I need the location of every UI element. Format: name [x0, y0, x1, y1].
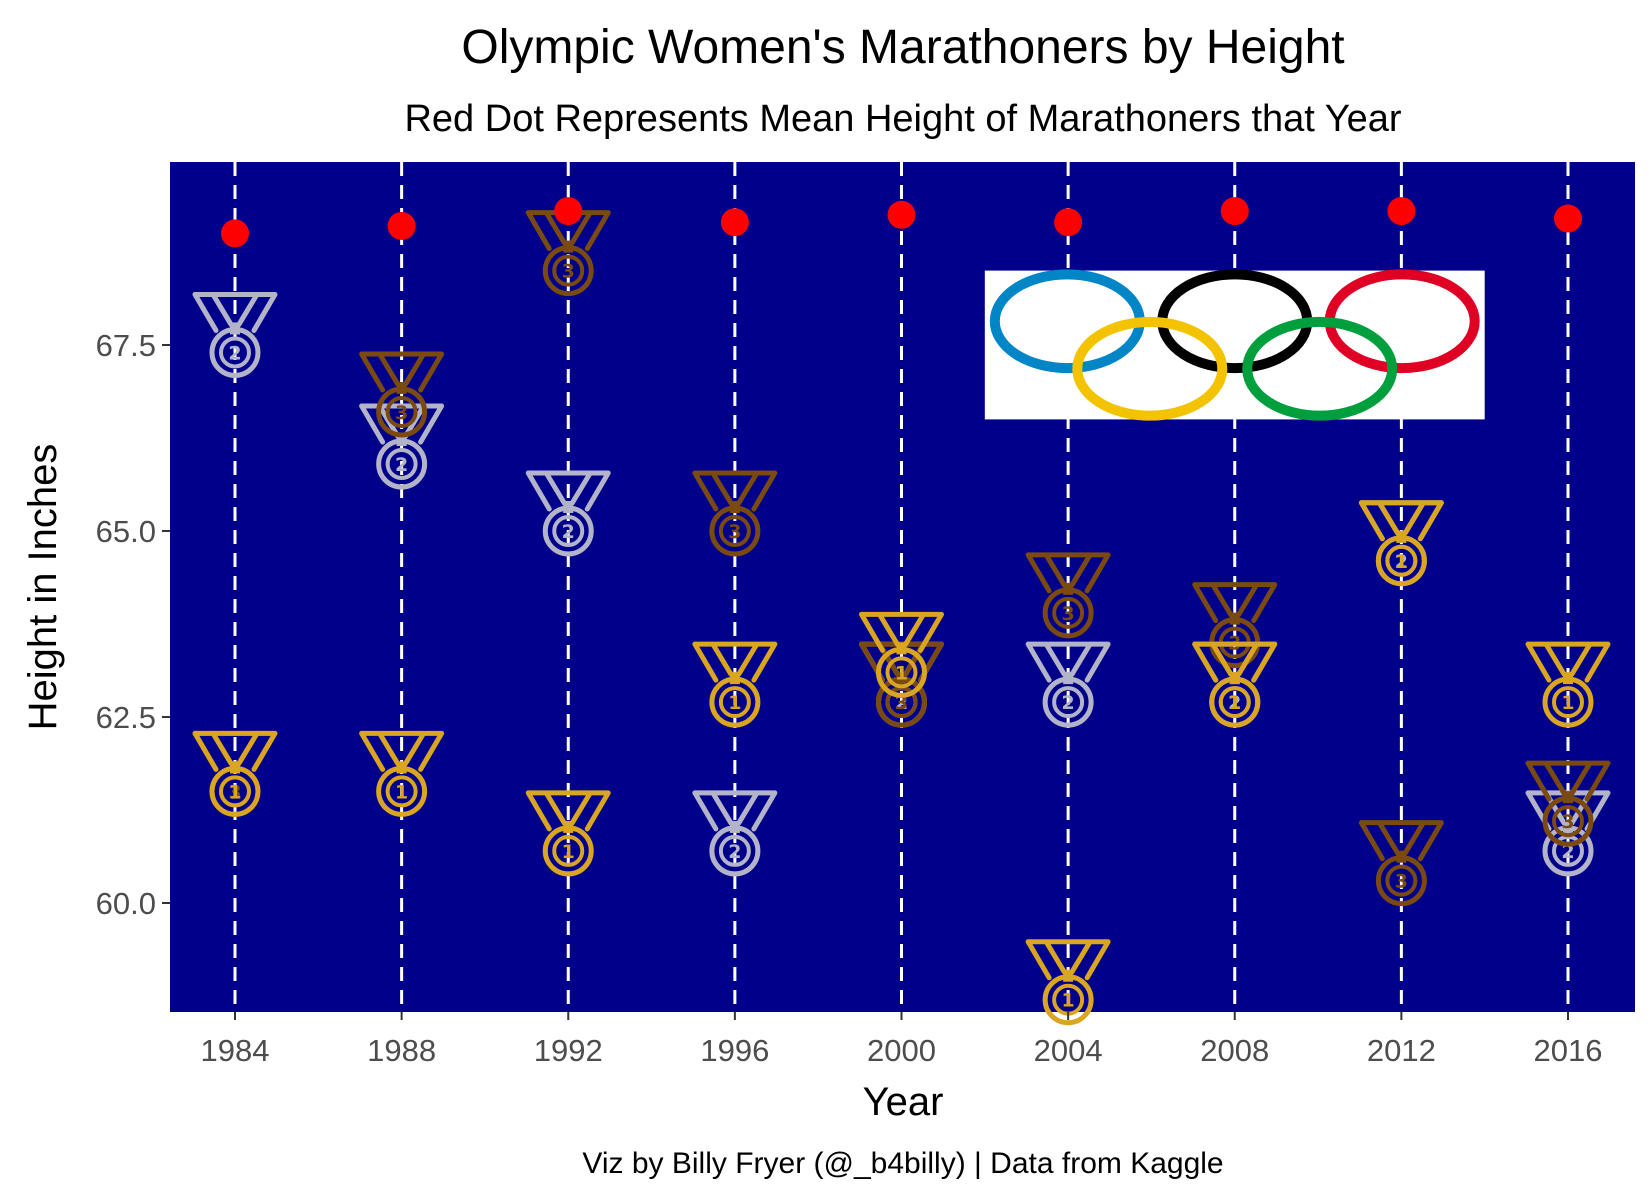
x-tick-label-1992: 1992: [534, 1033, 603, 1068]
mean-dot-2008: [1220, 197, 1249, 226]
y-tick-label-62.5: 62.5: [96, 700, 156, 735]
mean-height-dots: [221, 197, 1582, 248]
medal-bronze-2012: 3: [1358, 820, 1444, 907]
ring-yellow: [1072, 316, 1228, 421]
chart-caption: Viz by Billy Fryer (@_b4billy) | Data fr…: [582, 1147, 1223, 1180]
medal-gold-1984: 1: [192, 730, 278, 817]
svg-text:1: 1: [895, 662, 908, 684]
x-tick-label-2000: 2000: [867, 1033, 936, 1068]
medal-gold-2008: 1: [1192, 641, 1278, 728]
medal-gold-2004: 1: [1025, 939, 1111, 1026]
svg-text:2: 2: [1062, 692, 1075, 714]
medal-gold-2000: 1: [859, 611, 944, 698]
y-axis: 60.0 62.5 65.0 67.5: [96, 328, 170, 921]
y-tick-label-60.0: 60.0: [96, 886, 156, 921]
svg-text:3: 3: [1395, 871, 1408, 893]
svg-text:2: 2: [728, 841, 741, 863]
svg-text:3: 3: [562, 261, 575, 283]
medal-bronze-1988: 3: [359, 351, 445, 438]
logo-background: [984, 270, 1485, 420]
medal-bronze-2004: 3: [1025, 552, 1111, 639]
medal-bronze-1992: 3: [525, 210, 611, 297]
x-tick-label-1996: 1996: [700, 1033, 769, 1068]
svg-text:3: 3: [395, 402, 408, 424]
svg-text:3: 3: [1062, 603, 1075, 625]
svg-text:1: 1: [1395, 551, 1408, 573]
ring-green: [1242, 316, 1398, 421]
mean-dot-1988: [387, 211, 416, 240]
mean-dot-1996: [720, 208, 749, 237]
mean-dot-1992: [554, 197, 583, 226]
svg-text:2: 2: [1395, 551, 1408, 573]
x-tick-label-1984: 1984: [201, 1033, 270, 1068]
chart-subtitle: Red Dot Represents Mean Height of Marath…: [404, 98, 1401, 140]
x-tick-label-2012: 2012: [1367, 1033, 1436, 1068]
svg-text:1: 1: [1228, 692, 1241, 714]
medal-bronze-1996: 3: [692, 470, 778, 557]
mean-dot-2012: [1387, 197, 1416, 226]
olympic-rings-logo: [984, 269, 1485, 421]
svg-text:2: 2: [395, 454, 408, 476]
medal-silver-1984: 2: [192, 291, 278, 378]
medal-silver-1992: 2: [525, 470, 611, 557]
svg-text:3: 3: [1561, 811, 1574, 833]
y-tick-label-65.0: 65.0: [96, 514, 156, 549]
svg-text:2: 2: [1228, 692, 1241, 714]
medal-silver-1988: 2: [359, 403, 445, 490]
x-axis-title: Year: [863, 1080, 944, 1124]
svg-text:3: 3: [728, 521, 741, 543]
svg-text:1: 1: [395, 781, 408, 803]
medal-silver-1996: 2: [692, 790, 778, 877]
svg-text:1: 1: [1062, 990, 1075, 1012]
medal-silver-2004: 2: [1025, 641, 1111, 728]
mean-dot-2016: [1554, 204, 1582, 233]
medal-gold-2012: 1: [1358, 500, 1444, 587]
svg-text:2: 2: [562, 521, 575, 543]
x-tick-label-2016: 2016: [1534, 1033, 1603, 1068]
y-tick-label-67.5: 67.5: [96, 328, 156, 363]
svg-text:1: 1: [562, 841, 575, 863]
x-tick-label-2008: 2008: [1200, 1033, 1269, 1068]
x-tick-label-1988: 1988: [367, 1033, 436, 1068]
x-tick-label-2004: 2004: [1034, 1033, 1103, 1068]
svg-text:1: 1: [1561, 692, 1574, 714]
svg-text:1: 1: [728, 692, 741, 714]
mean-dot-2000: [887, 200, 916, 229]
mean-dot-2004: [1054, 208, 1083, 237]
svg-text:1: 1: [228, 781, 241, 803]
svg-text:3: 3: [228, 781, 241, 803]
medal-gold-1992: 1: [525, 790, 611, 877]
svg-text:2: 2: [228, 342, 241, 364]
x-axis: 1984 1988 1992 1996 2000 2004 2008 2012 2016: [201, 1012, 1603, 1068]
medal-gold-1996: 1: [692, 641, 778, 728]
chart-title: Olympic Women's Marathoners by Height: [461, 21, 1344, 74]
y-axis-title: Height in Inches: [21, 444, 65, 731]
medal-gold-1988: 1: [359, 730, 445, 817]
medal-gold-2016: 1: [1525, 641, 1611, 728]
medal-bronze-2016: 3: [1525, 760, 1611, 847]
mean-dot-1984: [221, 219, 249, 248]
